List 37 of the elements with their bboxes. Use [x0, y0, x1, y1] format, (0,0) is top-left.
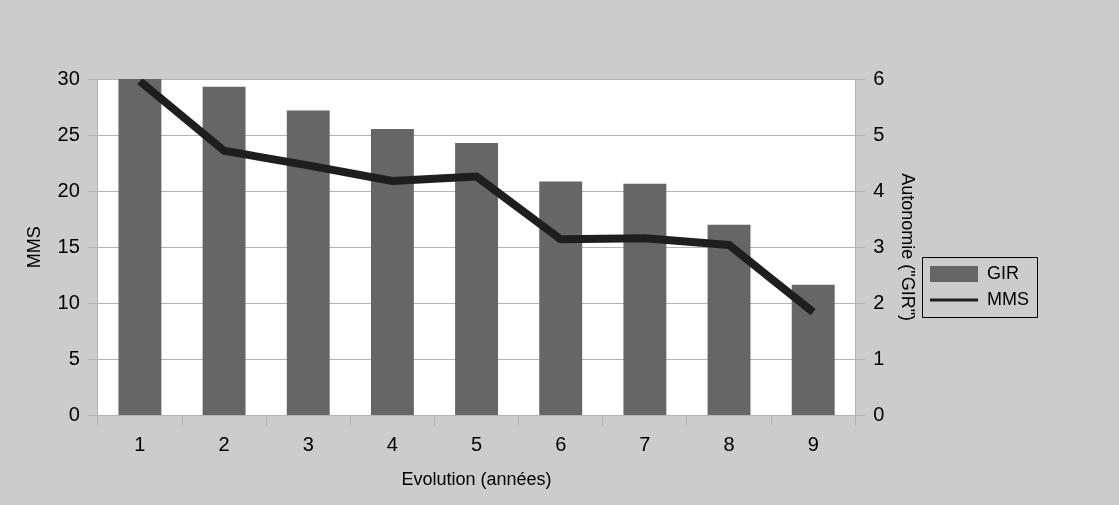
y-tick-label: 30 — [57, 66, 80, 89]
x-tick-label: 3 — [302, 432, 314, 455]
x-tick-label: 5 — [471, 432, 483, 455]
bar — [623, 183, 667, 415]
y-tick-label: 25 — [57, 122, 80, 145]
y2-tick-label: 0 — [873, 402, 885, 425]
legend-label: MMS — [987, 288, 1030, 309]
y-axis-title: MMS — [23, 226, 44, 269]
y-tick-label: 20 — [57, 178, 80, 201]
bar — [539, 181, 583, 415]
legend-label: GIR — [987, 262, 1020, 283]
y2-tick-label: 4 — [873, 178, 885, 201]
y-tick-label: 0 — [68, 402, 80, 425]
y2-tick-label: 6 — [873, 66, 885, 89]
bar — [707, 224, 751, 415]
bar — [370, 128, 414, 415]
y-tick-label: 5 — [68, 346, 80, 369]
bar — [286, 110, 330, 415]
bar — [118, 79, 162, 415]
y2-axis-title: Autonomie ("GIR") — [898, 173, 919, 322]
x-tick-label: 7 — [639, 432, 651, 455]
x-axis-title: Evolution (années) — [401, 469, 552, 490]
y2-tick-label: 1 — [873, 346, 885, 369]
y2-tick-label: 2 — [873, 290, 885, 313]
bar — [455, 142, 499, 415]
x-tick-label: 1 — [134, 432, 146, 455]
x-tick-label: 4 — [386, 432, 398, 455]
x-tick-label: 8 — [723, 432, 735, 455]
bar — [791, 284, 835, 415]
x-tick-label: 6 — [555, 432, 567, 455]
y-tick-label: 15 — [57, 234, 80, 257]
y2-tick-label: 5 — [873, 122, 885, 145]
x-tick-label: 2 — [218, 432, 230, 455]
bar — [202, 86, 246, 415]
y-tick-label: 10 — [57, 290, 80, 313]
y2-tick-label: 3 — [873, 234, 885, 257]
x-tick-label: 9 — [807, 432, 819, 455]
